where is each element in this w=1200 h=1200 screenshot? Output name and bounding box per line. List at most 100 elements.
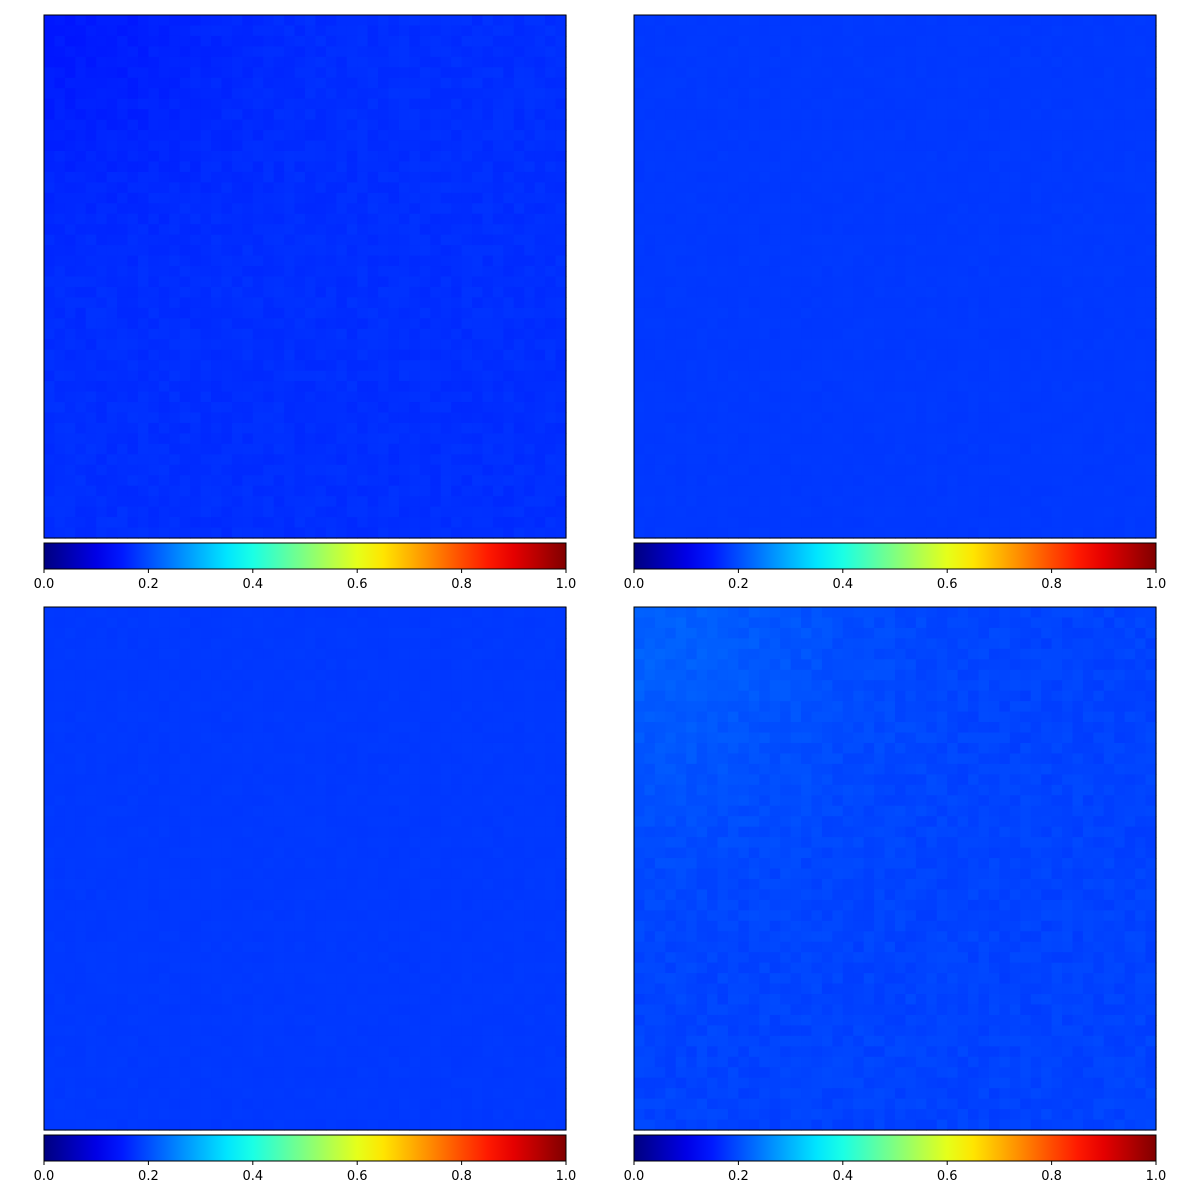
heatmap-cell	[545, 46, 557, 58]
heatmap-cell	[64, 203, 76, 215]
heatmap-cell	[811, 119, 823, 131]
heatmap-cell	[451, 297, 463, 309]
heatmap-cell	[853, 307, 865, 319]
heatmap-cell	[1072, 286, 1084, 299]
heatmap-cell	[117, 307, 129, 319]
heatmap-cell	[1009, 517, 1021, 529]
heatmap-cell	[378, 109, 390, 121]
heatmap-cell	[461, 360, 473, 372]
heatmap-cell	[179, 98, 191, 110]
heatmap-cell	[801, 286, 813, 299]
heatmap-cell	[1072, 443, 1084, 455]
heatmap-cell	[790, 213, 802, 225]
heatmap-cell	[675, 46, 687, 58]
heatmap-cell	[492, 339, 504, 351]
heatmap-cell	[707, 506, 719, 518]
heatmap-cell	[284, 464, 296, 476]
heatmap-cell	[1145, 464, 1157, 476]
heatmap-cell	[513, 67, 525, 79]
heatmap-cell	[231, 443, 243, 455]
heatmap-cell	[263, 224, 275, 236]
heatmap-cell	[221, 234, 233, 246]
heatmap-cell	[137, 422, 149, 434]
heatmap-cell	[707, 443, 719, 455]
heatmap-cell	[926, 475, 938, 487]
heatmap-cell	[461, 402, 473, 414]
heatmap-cell	[863, 328, 875, 340]
heatmap-cell	[336, 266, 348, 278]
heatmap-cell	[842, 370, 854, 382]
heatmap-cell	[1062, 506, 1074, 518]
heatmap-cell	[1020, 328, 1032, 340]
heatmap-cell	[801, 349, 813, 361]
heatmap-cell	[842, 276, 854, 288]
heatmap-cell	[284, 109, 296, 121]
heatmap-cell	[96, 224, 108, 236]
heatmap-cell	[654, 422, 666, 434]
heatmap-cell	[106, 454, 118, 466]
heatmap-cell	[64, 98, 76, 110]
heatmap-cell	[1030, 496, 1042, 508]
heatmap-cell	[284, 349, 296, 361]
heatmap-cell	[1082, 307, 1094, 319]
heatmap-cell	[179, 130, 191, 142]
heatmap-cell	[273, 25, 285, 37]
heatmap-cell	[1020, 370, 1032, 382]
heatmap-cell	[64, 433, 76, 445]
heatmap-cell	[200, 412, 212, 424]
heatmap-cell	[874, 339, 886, 351]
heatmap-cell	[842, 517, 854, 529]
heatmap-cell	[430, 370, 442, 382]
heatmap-cell	[430, 171, 442, 183]
heatmap-cell	[242, 161, 254, 173]
heatmap-cell	[1103, 454, 1115, 466]
heatmap-cell	[957, 422, 969, 434]
heatmap-cell	[179, 454, 191, 466]
heatmap-cell	[801, 203, 813, 215]
heatmap-cell	[696, 140, 708, 152]
heatmap-cell	[926, 109, 938, 121]
heatmap-cell	[482, 391, 494, 403]
heatmap-cell	[158, 266, 170, 278]
heatmap-cell	[1030, 67, 1042, 79]
heatmap-cell	[1145, 119, 1157, 131]
heatmap-cell	[461, 349, 473, 361]
heatmap-cell	[75, 77, 87, 89]
heatmap-cell	[978, 67, 990, 79]
heatmap-cell	[44, 412, 56, 424]
heatmap-cell	[305, 391, 317, 403]
heatmap-cell	[545, 203, 557, 215]
heatmap-cell	[801, 527, 813, 539]
heatmap-cell	[1103, 422, 1115, 434]
heatmap-cell	[44, 67, 56, 79]
heatmap-cell	[263, 25, 275, 37]
heatmap-cell	[252, 161, 264, 173]
heatmap-cell	[696, 381, 708, 393]
heatmap-cell	[1020, 203, 1032, 215]
heatmap-cell	[696, 245, 708, 257]
heatmap-cell	[707, 381, 719, 393]
heatmap-cell	[717, 475, 729, 487]
heatmap-cell	[263, 412, 275, 424]
heatmap-cell	[419, 485, 431, 497]
heatmap-cell	[759, 171, 771, 183]
heatmap-cell	[96, 286, 108, 299]
heatmap-cell	[759, 370, 771, 382]
heatmap-cell	[644, 67, 656, 79]
heatmap-cell	[106, 56, 118, 68]
heatmap-cell	[727, 454, 739, 466]
heatmap-cell	[472, 475, 484, 487]
heatmap-cell	[545, 255, 557, 267]
heatmap-cell	[801, 402, 813, 414]
heatmap-cell	[968, 328, 980, 340]
heatmap-cell	[738, 255, 750, 267]
heatmap-cell	[905, 412, 917, 424]
heatmap-cell	[1124, 171, 1136, 183]
heatmap-cell	[968, 433, 980, 445]
heatmap-cell	[1082, 245, 1094, 257]
heatmap-cell	[811, 422, 823, 434]
heatmap-cell	[1051, 276, 1063, 288]
heatmap-cell	[863, 506, 875, 518]
heatmap-cell	[863, 391, 875, 403]
heatmap-cell	[231, 517, 243, 529]
